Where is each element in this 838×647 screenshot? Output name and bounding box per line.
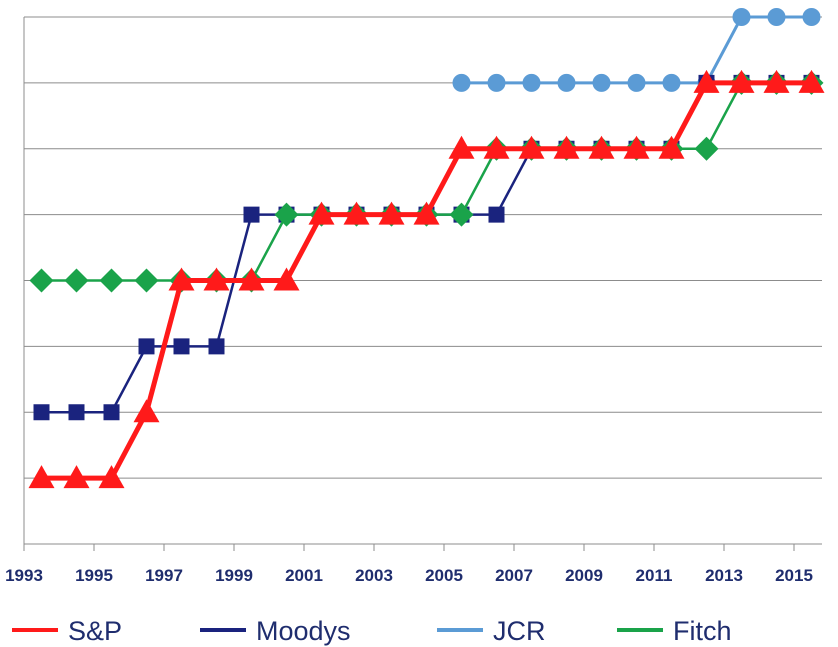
data-point-sp-3: [133, 399, 160, 423]
legend-item-jcr: JCR: [437, 616, 546, 646]
series-line-moodys: [41, 81, 812, 414]
data-point-sp-4: [168, 267, 195, 291]
data-point-sp-11: [413, 201, 440, 225]
x-tick-label-2013: 2013: [705, 566, 743, 585]
legend-label-fitch: Fitch: [673, 616, 732, 646]
data-point-jcr-1: [487, 73, 506, 92]
x-tick-label-1995: 1995: [75, 566, 113, 585]
data-point-sp-9: [343, 201, 370, 225]
data-point-fitch-0: [29, 268, 54, 293]
x-tick-label-2003: 2003: [355, 566, 393, 585]
data-point-sp-5: [203, 267, 230, 291]
axes: [23, 17, 822, 551]
data-point-sp-10: [378, 201, 405, 225]
x-tick-labels: 1993 1995 1997 1999 2001 2003 2005 2007 2009 2011…: [5, 566, 813, 585]
data-point-fitch-7: [274, 202, 299, 227]
data-point-sp-14: [518, 135, 545, 159]
data-point-sp-12: [448, 135, 475, 159]
legend-item-sp: S&P: [12, 616, 122, 646]
data-point-sp-15: [553, 135, 580, 159]
data-point-sp-18: [658, 135, 685, 159]
data-point-fitch-3: [134, 268, 159, 293]
data-point-jcr-4: [592, 73, 611, 92]
data-point-fitch-12: [449, 202, 474, 227]
data-point-jcr-8: [732, 8, 751, 26]
data-point-fitch-2: [99, 268, 124, 293]
data-point-sp-2: [98, 465, 125, 489]
x-tick-label-2011: 2011: [636, 566, 673, 585]
data-point-sp-20: [728, 69, 755, 93]
data-point-sp-7: [273, 267, 300, 291]
data-point-moodys-0: [33, 404, 50, 421]
series-line-fitch: [41, 81, 812, 282]
data-point-fitch-19: [694, 136, 719, 161]
data-point-sp-17: [623, 135, 650, 159]
x-tick-label-2001: 2001: [285, 566, 323, 585]
series-lines: [28, 8, 825, 489]
data-point-moodys-13: [488, 206, 505, 223]
data-point-sp-21: [763, 69, 790, 93]
x-tick-label-2007: 2007: [495, 566, 533, 585]
data-point-moodys-2: [103, 404, 120, 421]
data-point-moodys-1: [68, 404, 85, 421]
series-sp: [28, 69, 825, 489]
x-tick-label-1997: 1997: [145, 566, 183, 585]
x-tick-label-2005: 2005: [425, 566, 463, 585]
data-point-moodys-5: [208, 338, 225, 355]
legend: S&P Moodys JCR Fitch: [12, 616, 732, 646]
legend-label-jcr: JCR: [493, 616, 546, 646]
x-tick-label-2009: 2009: [565, 566, 603, 585]
data-point-fitch-1: [64, 268, 89, 293]
data-point-jcr-0: [452, 73, 471, 92]
series-line-jcr: [461, 15, 812, 85]
series-jcr: [452, 8, 821, 92]
data-point-jcr-6: [662, 73, 681, 92]
x-tick-label-2015: 2015: [775, 566, 813, 585]
data-point-sp-0: [28, 465, 55, 489]
data-point-sp-22: [798, 69, 825, 93]
data-point-sp-1: [63, 465, 90, 489]
legend-item-fitch: Fitch: [617, 616, 732, 646]
data-point-moodys-3: [138, 338, 155, 355]
legend-label-moodys: Moodys: [256, 616, 351, 646]
data-point-moodys-4: [173, 338, 190, 355]
x-tick-label-1999: 1999: [215, 566, 253, 585]
data-point-sp-6: [238, 267, 265, 291]
data-point-sp-8: [308, 201, 335, 225]
data-point-moodys-6: [243, 206, 260, 223]
series-fitch: [29, 70, 824, 293]
legend-item-moodys: Moodys: [200, 616, 351, 646]
data-point-jcr-9: [767, 8, 786, 26]
data-point-jcr-10: [802, 8, 821, 26]
legend-label-sp: S&P: [68, 616, 122, 646]
data-point-sp-16: [588, 135, 615, 159]
series-moodys: [33, 74, 820, 421]
data-point-sp-19: [693, 69, 720, 93]
data-point-jcr-3: [557, 73, 576, 92]
data-point-jcr-2: [522, 73, 541, 92]
data-point-sp-13: [483, 135, 510, 159]
data-point-jcr-5: [627, 73, 646, 92]
x-tick-label-1993: 1993: [5, 566, 43, 585]
